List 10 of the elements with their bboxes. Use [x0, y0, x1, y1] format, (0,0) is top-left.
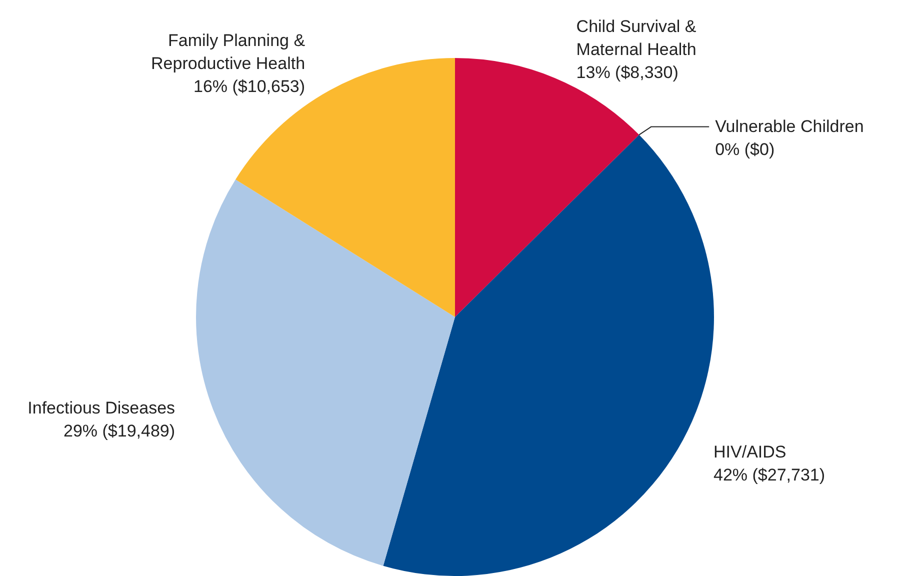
- slice-label: HIV/AIDS: [714, 442, 786, 462]
- slice-label: Child Survival & Maternal Health: [576, 16, 697, 59]
- data-label: 42% ($27,731): [714, 466, 826, 485]
- slice-label: Family Planning & Reproductive Health: [151, 30, 306, 73]
- data-label: 16% ($10,653): [194, 76, 306, 96]
- slice-label: Infectious Diseases: [28, 398, 176, 418]
- data-label: 29% ($19,489): [64, 421, 176, 440]
- data-label: 13% ($8,330): [576, 62, 678, 82]
- text: 0% ($0): [715, 140, 775, 159]
- legend-label: Vulnerable Children: [715, 117, 864, 136]
